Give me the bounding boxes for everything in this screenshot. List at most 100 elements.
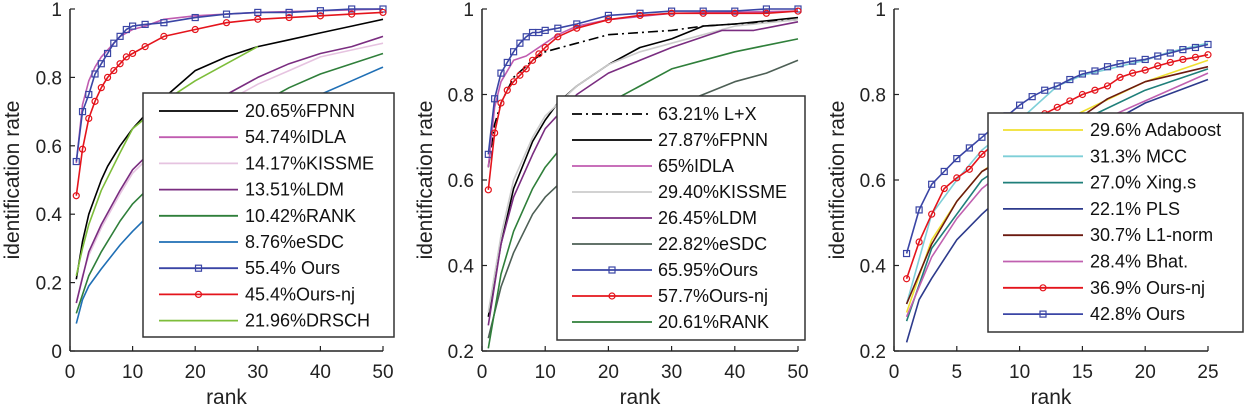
series-line bbox=[905, 53, 1209, 280]
y-tick-label: 0 bbox=[51, 342, 62, 363]
data-point bbox=[541, 43, 549, 52]
data-point bbox=[348, 5, 356, 13]
data-point bbox=[1179, 55, 1187, 64]
legend-label: 14.17%KISSME bbox=[245, 153, 374, 173]
legend-label: 65.95%Ours bbox=[658, 260, 758, 280]
y-tick-label: 0.8 bbox=[36, 68, 62, 89]
data-point bbox=[554, 33, 562, 41]
legend-label: 45.4%Ours-nj bbox=[245, 284, 355, 304]
y-tick-label: 1 bbox=[875, 0, 886, 21]
y-tick-label: 1 bbox=[51, 0, 62, 21]
y-axis-label: identification rate bbox=[414, 101, 437, 260]
data-point bbox=[528, 56, 537, 64]
data-point bbox=[1053, 103, 1061, 111]
legend-label: 26.45%LDM bbox=[658, 208, 757, 228]
series-line bbox=[487, 8, 798, 155]
data-point bbox=[160, 19, 168, 27]
data-point bbox=[928, 210, 936, 218]
data-point bbox=[636, 9, 644, 17]
x-tick-label: 30 bbox=[247, 362, 268, 383]
data-point bbox=[1154, 52, 1162, 60]
legend-label: 21.96%DRSCH bbox=[245, 311, 370, 331]
legend-label: 31.3% MCC bbox=[1090, 146, 1187, 166]
data-point bbox=[129, 22, 137, 30]
legend-label: 22.82%eSDC bbox=[658, 234, 767, 254]
x-tick-label: 10 bbox=[122, 362, 143, 383]
data-point bbox=[731, 7, 739, 15]
data-point bbox=[762, 5, 771, 13]
x-tick-label: 10 bbox=[1009, 362, 1030, 383]
data-point bbox=[978, 150, 986, 158]
data-point bbox=[516, 71, 524, 79]
data-point bbox=[915, 206, 923, 214]
data-point bbox=[1078, 90, 1087, 99]
data-point bbox=[604, 11, 613, 20]
y-tick-label: 0.4 bbox=[860, 257, 887, 278]
legend-marker bbox=[608, 266, 616, 274]
data-point bbox=[97, 60, 105, 68]
data-point bbox=[1166, 49, 1174, 57]
data-point bbox=[699, 7, 707, 15]
y-tick-label: 0.4 bbox=[36, 205, 63, 226]
data-point bbox=[1204, 51, 1212, 59]
series-line bbox=[75, 45, 259, 276]
data-point bbox=[103, 73, 112, 82]
data-point bbox=[97, 84, 105, 92]
x-tick-label: 20 bbox=[598, 362, 619, 383]
legend-label: 8.76%eSDC bbox=[245, 232, 344, 252]
data-point bbox=[141, 20, 149, 28]
legend-label: 28.4% Bhat. bbox=[1090, 252, 1188, 272]
data-point bbox=[72, 157, 80, 166]
data-point bbox=[379, 8, 387, 17]
y-tick-label: 0.4 bbox=[448, 257, 475, 278]
y-tick-label: 0.6 bbox=[448, 171, 474, 192]
data-point bbox=[191, 13, 199, 22]
data-point bbox=[1066, 97, 1074, 105]
data-point bbox=[1053, 82, 1061, 90]
legend-label: 29.6% Adaboost bbox=[1090, 120, 1221, 140]
data-point bbox=[573, 24, 581, 32]
data-point bbox=[902, 249, 911, 258]
legend-box bbox=[987, 112, 1244, 333]
legend-label: 55.4% Ours bbox=[245, 258, 340, 278]
data-point bbox=[1078, 70, 1087, 78]
data-point bbox=[1141, 55, 1149, 64]
series-line bbox=[905, 43, 1209, 254]
legend-label: 13.51%LDM bbox=[245, 180, 344, 200]
data-point bbox=[348, 10, 356, 18]
data-point bbox=[1141, 66, 1149, 74]
x-tick-label: 20 bbox=[185, 362, 206, 383]
data-point bbox=[1041, 86, 1049, 94]
data-point bbox=[1204, 40, 1212, 49]
y-tick-label: 0.6 bbox=[860, 171, 886, 192]
data-point bbox=[116, 32, 124, 40]
data-point bbox=[497, 69, 505, 77]
legend-marker bbox=[1039, 284, 1047, 292]
data-point bbox=[573, 20, 581, 28]
data-point bbox=[915, 238, 923, 246]
data-point bbox=[91, 97, 99, 105]
data-point bbox=[699, 9, 707, 17]
data-point bbox=[103, 49, 112, 58]
data-point bbox=[541, 26, 549, 34]
data-point bbox=[953, 174, 961, 182]
x-tick-label: 25 bbox=[1197, 362, 1218, 383]
legend-marker bbox=[194, 290, 203, 298]
legend-label: 29.40%KISSME bbox=[658, 182, 787, 202]
legend-label: 36.9% Ours-nj bbox=[1090, 278, 1205, 298]
data-point bbox=[122, 53, 130, 61]
x-tick-label: 0 bbox=[477, 362, 488, 383]
y-tick-label: 0.8 bbox=[448, 86, 474, 107]
data-point bbox=[1091, 86, 1099, 94]
data-point bbox=[902, 275, 911, 283]
data-point bbox=[222, 10, 231, 18]
data-point bbox=[940, 167, 948, 176]
data-point bbox=[554, 24, 562, 32]
data-point bbox=[965, 144, 973, 152]
legend-marker bbox=[194, 264, 203, 272]
data-point bbox=[636, 11, 644, 20]
series-line bbox=[75, 11, 384, 196]
series-line bbox=[487, 21, 799, 326]
data-point bbox=[1166, 58, 1174, 67]
data-point bbox=[522, 33, 530, 41]
